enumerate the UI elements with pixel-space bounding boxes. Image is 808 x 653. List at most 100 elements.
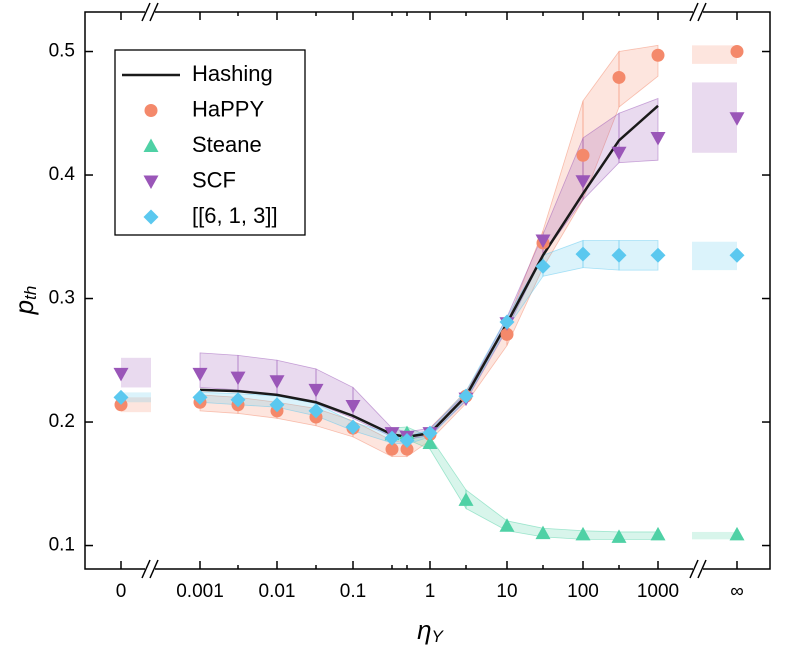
point <box>650 131 666 146</box>
axis-break <box>149 2 159 22</box>
confidence-band <box>618 97 659 164</box>
plot-frame <box>84 11 771 570</box>
point <box>535 258 551 274</box>
x-tick-label: 0.001 <box>176 581 224 602</box>
legend-label: Steane <box>192 132 262 157</box>
x-axis-label-sub: Y <box>432 627 445 646</box>
point <box>400 442 414 456</box>
confidence-band <box>121 397 151 413</box>
point <box>458 492 474 506</box>
x-tick-label: 10 <box>496 581 517 602</box>
legend-label: Hashing <box>192 61 273 86</box>
y-tick-label: 0.4 <box>49 164 76 185</box>
legend: Hashing HaPPY Steane SCF [[6, 1, 3]] <box>114 49 306 236</box>
legend-label: HaPPY <box>192 96 264 121</box>
axis-break <box>689 559 699 579</box>
y-tick-label: 0.3 <box>49 288 75 309</box>
point <box>422 425 438 441</box>
point <box>113 367 129 382</box>
point <box>499 518 515 532</box>
point <box>730 45 744 59</box>
point <box>650 526 666 541</box>
point <box>269 397 285 413</box>
x-tick-label: 1 <box>425 581 436 602</box>
axis-break <box>141 559 151 579</box>
axis-break-gap <box>145 9 155 15</box>
point <box>269 375 285 389</box>
y-tick-label: 0.1 <box>49 535 75 556</box>
legend-symbol <box>144 104 158 117</box>
point <box>651 48 665 62</box>
point <box>113 389 129 405</box>
point <box>575 526 591 541</box>
y-axis-label: pth <box>9 286 41 316</box>
confidence-band <box>692 531 737 540</box>
point <box>575 175 591 189</box>
confidence-band <box>692 82 737 153</box>
point <box>499 314 515 330</box>
point <box>385 442 399 456</box>
point <box>399 433 415 449</box>
confidence-band <box>199 352 239 391</box>
axis-break <box>141 2 151 22</box>
point <box>192 389 208 405</box>
confidence-band <box>465 489 508 532</box>
point <box>422 435 438 450</box>
point <box>458 388 474 404</box>
axis-break-gap <box>693 9 703 15</box>
confidence-band <box>121 357 151 388</box>
point <box>611 529 627 543</box>
point <box>611 146 627 161</box>
point <box>345 399 361 414</box>
point <box>308 403 324 419</box>
y-tick-label: 0.2 <box>49 411 75 432</box>
legend-label: [[6, 1, 3]] <box>192 203 278 228</box>
x-tick-label: 100 <box>567 581 599 602</box>
point <box>729 247 745 263</box>
point <box>729 112 745 126</box>
point <box>230 392 246 408</box>
axis-break <box>149 559 159 579</box>
confidence-band <box>692 45 737 64</box>
y-axis-label-sub: th <box>21 286 40 300</box>
axis-break-gap <box>145 566 155 572</box>
y-tick-label: 0.5 <box>49 41 75 62</box>
confidence-band <box>692 241 737 271</box>
confidence-band <box>237 354 278 396</box>
legend-symbol <box>143 138 159 152</box>
point <box>611 247 627 263</box>
point <box>575 246 591 262</box>
x-tick-label: 0.1 <box>340 581 366 602</box>
point <box>535 234 551 248</box>
point <box>500 327 514 341</box>
point <box>576 148 590 162</box>
axis-break <box>697 559 707 579</box>
axis-break <box>689 2 699 22</box>
point <box>192 367 208 382</box>
x-axis-label: ηY <box>417 615 444 647</box>
point <box>308 383 324 398</box>
legend-label: SCF <box>192 167 236 192</box>
point <box>230 371 246 386</box>
confidence-band <box>121 392 151 403</box>
point <box>729 526 745 541</box>
x-tick-label: ∞ <box>730 581 744 602</box>
point <box>345 419 361 435</box>
x-axis-label-main: η <box>417 615 431 645</box>
x-tick-label: 1000 <box>637 581 679 602</box>
legend-box <box>114 49 306 236</box>
point <box>535 525 551 540</box>
legend-symbol <box>143 175 159 189</box>
point <box>612 70 626 84</box>
point <box>650 247 666 263</box>
y-axis-label-main: p <box>9 300 39 315</box>
point <box>384 430 400 446</box>
confidence-band <box>618 44 659 108</box>
legend-symbol <box>143 209 159 225</box>
x-tick-label: 0.01 <box>259 581 296 602</box>
plot-area <box>113 44 745 543</box>
axis-break <box>697 2 707 22</box>
line <box>199 104 659 439</box>
axis-break-gap <box>693 566 703 572</box>
